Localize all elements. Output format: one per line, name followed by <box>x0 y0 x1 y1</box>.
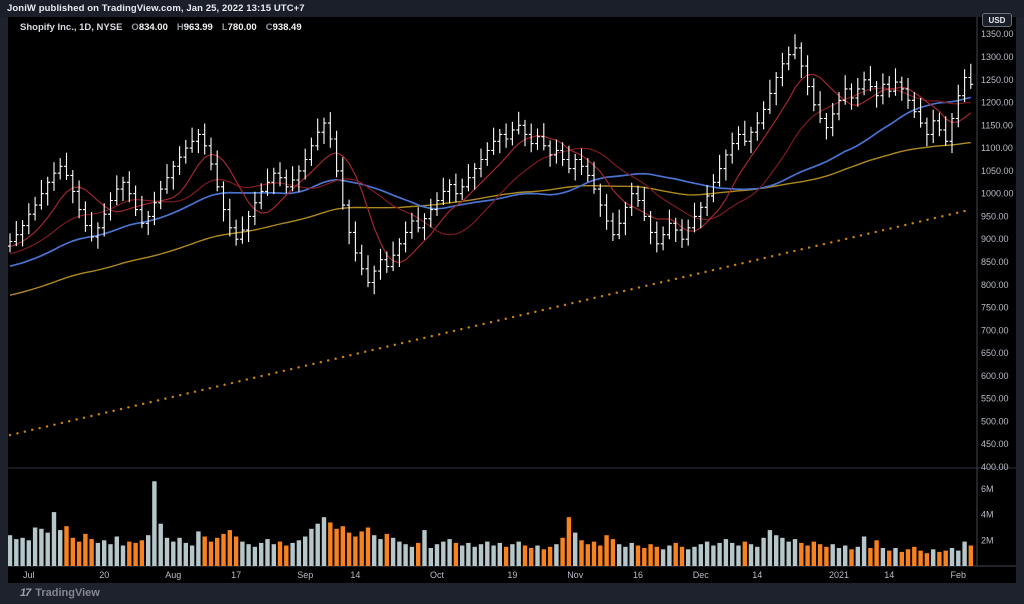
ohlc-low: L780.00 <box>221 22 257 33</box>
price-axis[interactable]: 1350.00 1300.00 1250.00 1200.00 1150.00 1100.… <box>981 29 1014 472</box>
svg-text:Dec: Dec <box>693 570 710 580</box>
svg-text:1200.00: 1200.00 <box>981 98 1014 108</box>
svg-text:750.00: 750.00 <box>981 303 1009 313</box>
volume-bars <box>8 481 973 566</box>
svg-text:1100.00: 1100.00 <box>981 143 1013 153</box>
chart-area[interactable]: 1350.00 1300.00 1250.00 1200.00 1150.00 1100.… <box>8 17 1016 583</box>
svg-text:1050.00: 1050.00 <box>981 166 1014 176</box>
svg-text:600.00: 600.00 <box>981 371 1009 381</box>
svg-text:950.00: 950.00 <box>981 211 1009 221</box>
svg-text:1000.00: 1000.00 <box>981 189 1014 199</box>
svg-text:6M: 6M <box>981 484 994 494</box>
publish-banner-text: JoniW published on TradingView.com, Jan … <box>7 3 305 14</box>
svg-text:Feb: Feb <box>951 570 967 580</box>
svg-text:650.00: 650.00 <box>981 348 1009 358</box>
svg-text:800.00: 800.00 <box>981 280 1009 290</box>
time-axis[interactable]: Jul 20 Aug 17 Sep 14 Oct 19 Nov 16 Dec 14 2021 14 Feb <box>23 570 966 580</box>
ohlc-high: H963.99 <box>176 22 213 33</box>
svg-text:4M: 4M <box>981 510 994 520</box>
svg-text:400.00: 400.00 <box>981 462 1009 472</box>
svg-text:450.00: 450.00 <box>981 439 1009 449</box>
svg-text:2M: 2M <box>981 535 994 545</box>
svg-text:1300.00: 1300.00 <box>981 52 1014 62</box>
svg-text:900.00: 900.00 <box>981 234 1009 244</box>
price-chart[interactable]: 1350.00 1300.00 1250.00 1200.00 1150.00 1100.… <box>8 17 1016 583</box>
svg-text:Aug: Aug <box>165 570 181 580</box>
svg-text:17: 17 <box>231 570 241 580</box>
svg-text:2021: 2021 <box>829 570 849 580</box>
svg-text:1150.00: 1150.00 <box>981 120 1013 130</box>
pane-borders <box>8 17 1016 567</box>
tradingview-logo-text: TradingView <box>35 587 100 599</box>
tradingview-logo-icon: 17 <box>20 587 31 599</box>
svg-text:500.00: 500.00 <box>981 416 1009 426</box>
svg-text:19: 19 <box>507 570 517 580</box>
svg-text:850.00: 850.00 <box>981 257 1009 267</box>
ma-lines <box>9 73 972 296</box>
symbol-title: Shopify Inc., 1D, NYSE <box>20 22 123 33</box>
svg-text:Oct: Oct <box>430 570 445 580</box>
svg-text:Sep: Sep <box>297 570 313 580</box>
tradingview-logo[interactable]: 17 TradingView <box>20 585 100 601</box>
svg-text:1350.00: 1350.00 <box>981 29 1014 39</box>
svg-text:550.00: 550.00 <box>981 394 1009 404</box>
ohlc-open: O834.00 <box>131 22 168 33</box>
svg-text:700.00: 700.00 <box>981 325 1009 335</box>
svg-text:1250.00: 1250.00 <box>981 75 1014 85</box>
ohlc-close: C938.49 <box>265 22 302 33</box>
sma-200-line <box>8 208 973 437</box>
publish-banner: JoniW published on TradingView.com, Jan … <box>0 0 1024 17</box>
svg-text:14: 14 <box>350 570 360 580</box>
svg-text:Jul: Jul <box>23 570 35 580</box>
volume-axis[interactable]: 6M 4M 2M <box>981 484 994 545</box>
svg-text:16: 16 <box>633 570 643 580</box>
ohlc-bars <box>8 34 974 295</box>
svg-text:Nov: Nov <box>567 570 584 580</box>
svg-text:20: 20 <box>99 570 109 580</box>
svg-text:14: 14 <box>884 570 894 580</box>
svg-text:14: 14 <box>752 570 762 580</box>
currency-badge[interactable]: USD <box>982 13 1012 27</box>
chart-legend[interactable]: Shopify Inc., 1D, NYSE O834.00 H963.99 L… <box>20 22 302 33</box>
